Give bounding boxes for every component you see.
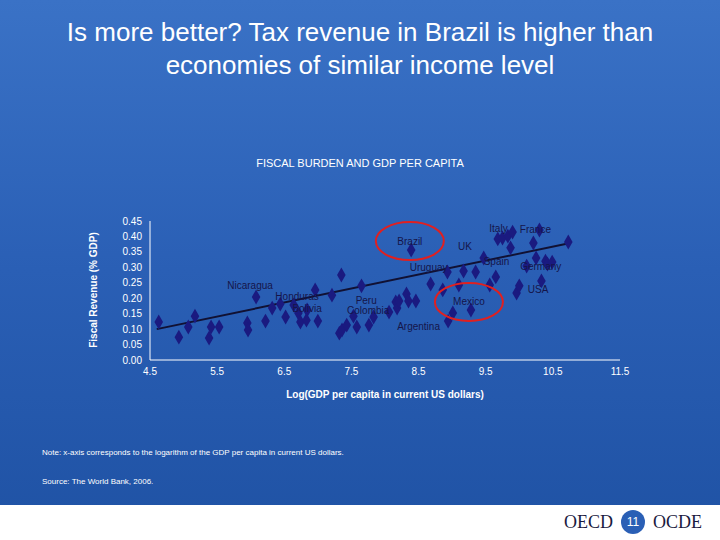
svg-text:0.45: 0.45: [123, 216, 143, 227]
svg-text:Colombia: Colombia: [347, 305, 390, 316]
svg-text:0.25: 0.25: [123, 277, 143, 288]
html-text:11: 11: [626, 515, 640, 529]
svg-text:Germany: Germany: [520, 261, 561, 272]
svg-text:Brazil: Brazil: [397, 236, 422, 247]
svg-text:0.30: 0.30: [123, 262, 143, 273]
svg-text:0.20: 0.20: [123, 293, 143, 304]
svg-text:UK: UK: [458, 241, 472, 252]
svg-text:Mexico: Mexico: [453, 296, 485, 307]
svg-text:0.00: 0.00: [123, 355, 143, 366]
svg-text:0.05: 0.05: [123, 339, 143, 350]
svg-text:6.5: 6.5: [277, 366, 291, 377]
svg-text:Spain: Spain: [484, 256, 510, 267]
html-text:Log(GDP per capita in current: Log(GDP per capita in current US dollars…: [286, 389, 484, 400]
html-text:OCDE: OCDE: [653, 511, 702, 532]
svg-text:Bolivia: Bolivia: [292, 303, 322, 314]
svg-text:Peru: Peru: [356, 295, 377, 306]
html-text:Fiscal Revenue (% GDP): Fiscal Revenue (% GDP): [87, 232, 99, 348]
svg-text:Nicaragua: Nicaragua: [227, 280, 273, 291]
svg-text:0.35: 0.35: [123, 246, 143, 257]
html-text:Source: The World Bank, 2006.: Source: The World Bank, 2006.: [42, 477, 154, 486]
svg-text:Uruguay: Uruguay: [410, 262, 448, 273]
svg-text:9.5: 9.5: [479, 366, 493, 377]
html-text:OECD: OECD: [564, 511, 613, 532]
svg-text:8.5: 8.5: [412, 366, 426, 377]
svg-text:Italy: Italy: [489, 223, 507, 234]
html-text:Note: x-axis corresponds to th: Note: x-axis corresponds to the logarith…: [42, 448, 344, 457]
svg-text:7.5: 7.5: [344, 366, 358, 377]
svg-text:Argentina: Argentina: [397, 321, 440, 332]
svg-text:France: France: [520, 224, 552, 235]
svg-text:11.5: 11.5: [611, 366, 630, 377]
svg-text:0.40: 0.40: [123, 231, 143, 242]
svg-text:5.5: 5.5: [210, 366, 224, 377]
svg-text:USA: USA: [528, 284, 549, 295]
svg-text:4.5: 4.5: [143, 366, 157, 377]
svg-text:0.15: 0.15: [123, 308, 143, 319]
svg-text:10.5: 10.5: [543, 366, 563, 377]
svg-text:Honduras: Honduras: [275, 291, 318, 302]
html-text:FISCAL BURDEN AND GDP PER CAPI: FISCAL BURDEN AND GDP PER CAPITA: [256, 157, 464, 169]
html-text:Is more better? Tax revenue in: Is more better? Tax revenue in Brazil is…: [66, 17, 654, 80]
svg-text:0.10: 0.10: [123, 324, 143, 335]
